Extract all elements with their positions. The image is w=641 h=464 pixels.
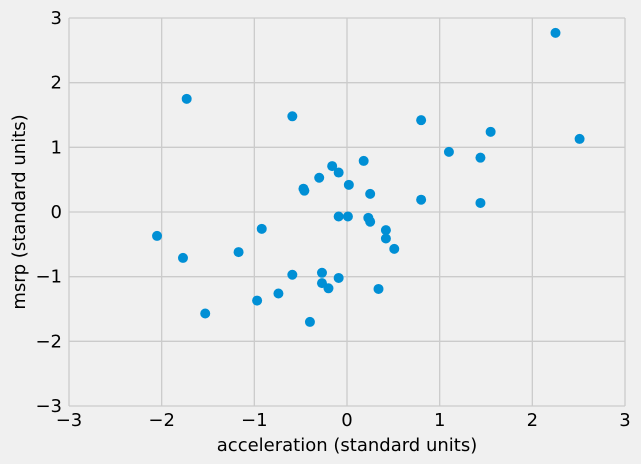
data-points [152, 27, 585, 327]
data-point [365, 188, 376, 199]
data-point [380, 225, 391, 236]
data-point [287, 269, 298, 280]
x-tick-label: −3 [56, 410, 83, 431]
data-point [333, 272, 344, 283]
data-point [252, 295, 263, 306]
data-point [314, 172, 325, 183]
data-point [333, 167, 344, 178]
data-point [323, 283, 334, 294]
data-point [333, 211, 344, 222]
data-point [485, 126, 496, 137]
y-tick-label: −1 [35, 267, 62, 288]
data-point [273, 288, 284, 299]
data-point [343, 179, 354, 190]
x-axis-label: acceleration (standard units) [217, 435, 477, 456]
data-point [443, 146, 454, 157]
data-point [304, 316, 315, 327]
data-point [177, 252, 188, 263]
x-tick-label: 0 [341, 410, 352, 431]
data-point [327, 161, 338, 172]
data-point [256, 223, 267, 234]
data-point [380, 233, 391, 244]
data-point [342, 211, 353, 222]
data-point [287, 111, 298, 122]
data-point [475, 197, 486, 208]
data-point [365, 216, 376, 227]
y-tick-label: 3 [51, 8, 62, 29]
data-point [389, 243, 400, 254]
x-tick-label: −1 [241, 410, 268, 431]
data-point [152, 230, 163, 241]
x-tick-label: −2 [148, 410, 175, 431]
data-point [358, 155, 369, 166]
y-axis-label: msrp (standard units) [9, 114, 30, 309]
data-point [299, 185, 310, 196]
data-point [181, 93, 192, 104]
data-point [373, 283, 384, 294]
x-tick-label: 2 [527, 410, 538, 431]
y-tick-label: −3 [35, 396, 62, 417]
x-tick-label: 3 [619, 410, 630, 431]
y-tick-label: 2 [51, 73, 62, 94]
data-point [550, 27, 561, 38]
y-tick-labels: −3 −2 −1 0 1 2 3 [35, 8, 62, 417]
data-point [316, 267, 327, 278]
data-point [574, 133, 585, 144]
y-tick-label: 1 [51, 137, 62, 158]
data-point [475, 152, 486, 163]
y-tick-label: −2 [35, 331, 62, 352]
y-tick-label: 0 [51, 202, 62, 223]
grid-lines [68, 17, 626, 407]
data-point [416, 115, 427, 126]
data-point [200, 308, 211, 319]
data-point [233, 247, 244, 258]
data-point [416, 194, 427, 205]
x-tick-label: 1 [434, 410, 445, 431]
x-tick-labels: −3 −2 −1 0 1 2 3 [56, 410, 631, 431]
